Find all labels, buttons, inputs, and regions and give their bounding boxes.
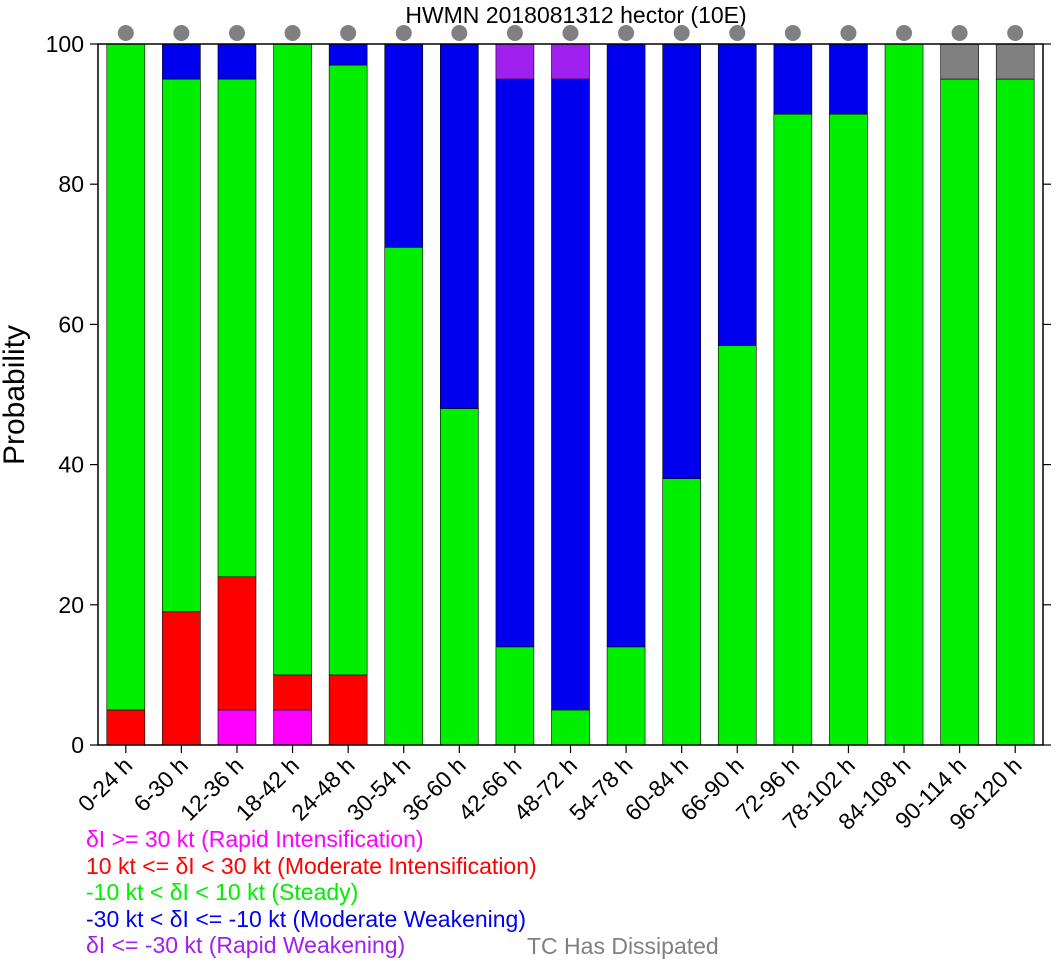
x-tick-label: 0-24 h: [73, 752, 138, 817]
bar-segment-steady: [995, 78, 1035, 746]
top-marker: [228, 25, 245, 41]
y-axis-ticks: 0 20 40 60 80 100: [46, 31, 1051, 758]
y-tick-label: 100: [46, 31, 84, 57]
top-marker: [451, 25, 468, 41]
bar-segment-steady: [662, 478, 701, 746]
top-marker: [729, 25, 746, 41]
bar-segment-mw: [162, 43, 201, 80]
bar-segment-steady: [384, 246, 424, 746]
top-marker: [117, 25, 134, 41]
bar-segment-steady: [717, 345, 757, 746]
bar-segment-mi: [106, 709, 146, 746]
top-marker: [562, 25, 579, 41]
legend: δI >= 30 kt (Rapid Intensification) 10 k…: [86, 826, 537, 959]
bar-segment-steady: [884, 43, 924, 746]
top-marker: [951, 25, 968, 41]
bar-segment-mi: [162, 611, 201, 746]
top-marker: [173, 25, 190, 41]
legend-rapid-intensification: δI >= 30 kt (Rapid Intensification): [86, 826, 424, 852]
bar-segment-steady: [162, 78, 201, 613]
top-marker: [840, 25, 857, 41]
y-tick-label: 60: [58, 311, 84, 337]
bar-segment-rw: [495, 43, 535, 80]
bar-segment-rw: [551, 43, 590, 80]
legend-rapid-weakening: δI <= -30 kt (Rapid Weakening): [86, 932, 406, 958]
y-tick-label: 20: [58, 592, 84, 618]
bar-segment-mw: [717, 43, 757, 346]
bar-segment-steady: [106, 43, 146, 711]
bar-segment-mi: [217, 576, 257, 711]
bar-segment-mi: [328, 674, 368, 746]
bar-segment-mw: [328, 43, 368, 66]
bar-segment-steady: [273, 43, 312, 676]
top-marker: [395, 25, 412, 41]
bar-segment-steady: [829, 113, 868, 746]
bar-segment-steady: [606, 646, 646, 746]
y-tick-label: 80: [58, 171, 84, 197]
bar-segment-mw: [217, 43, 257, 80]
bar-segment-mw: [495, 78, 535, 648]
top-marker: [506, 25, 523, 41]
bar-segment-ri: [217, 709, 257, 746]
y-tick-label: 40: [58, 452, 84, 478]
bar-segment-mi: [273, 674, 312, 711]
top-marker: [784, 25, 801, 41]
bar-series-group: [106, 43, 1035, 746]
x-axis-ticks: 0-24 h6-30 h12-36 h18-42 h24-48 h30-54 h…: [73, 745, 1027, 835]
bar-segment-steady: [440, 408, 479, 746]
bar-segment-dissipated: [940, 43, 979, 80]
y-tick-label: 0: [71, 732, 84, 758]
legend-steady: -10 kt < δI < 10 kt (Steady): [86, 879, 359, 905]
bar-segment-mw: [440, 43, 479, 409]
top-marker: [673, 25, 690, 41]
bar-segment-dissipated: [995, 43, 1035, 80]
bar-segment-steady: [328, 64, 368, 676]
bar-segment-steady: [495, 646, 535, 746]
bar-segment-mw: [662, 43, 701, 479]
y-axis-label: Probability: [0, 325, 31, 465]
bar-segment-steady: [217, 78, 257, 578]
top-marker: [896, 25, 913, 41]
legend-moderate-intensification: 10 kt <= δI < 30 kt (Moderate Intensific…: [86, 852, 537, 879]
bar-segment-steady: [940, 78, 979, 746]
legend-dissipated: TC Has Dissipated: [527, 933, 719, 959]
legend-moderate-weakening: -30 kt < δI <= -10 kt (Moderate Weakenin…: [86, 905, 527, 932]
chart-title: HWMN 2018081312 hector (10E): [405, 2, 746, 28]
bar-segment-steady: [773, 113, 813, 746]
bar-segment-ri: [273, 709, 312, 746]
top-marker: [1007, 25, 1024, 41]
top-marker: [618, 25, 635, 41]
bar-segment-mw: [773, 43, 813, 115]
bar-segment-mw: [551, 78, 590, 711]
top-markers-group: [117, 25, 1024, 41]
bar-segment-mw: [384, 43, 424, 248]
top-marker: [284, 25, 301, 41]
bar-segment-mw: [606, 43, 646, 648]
bar-segment-mw: [829, 43, 868, 115]
bar-segment-steady: [551, 709, 590, 746]
top-marker: [340, 25, 357, 41]
